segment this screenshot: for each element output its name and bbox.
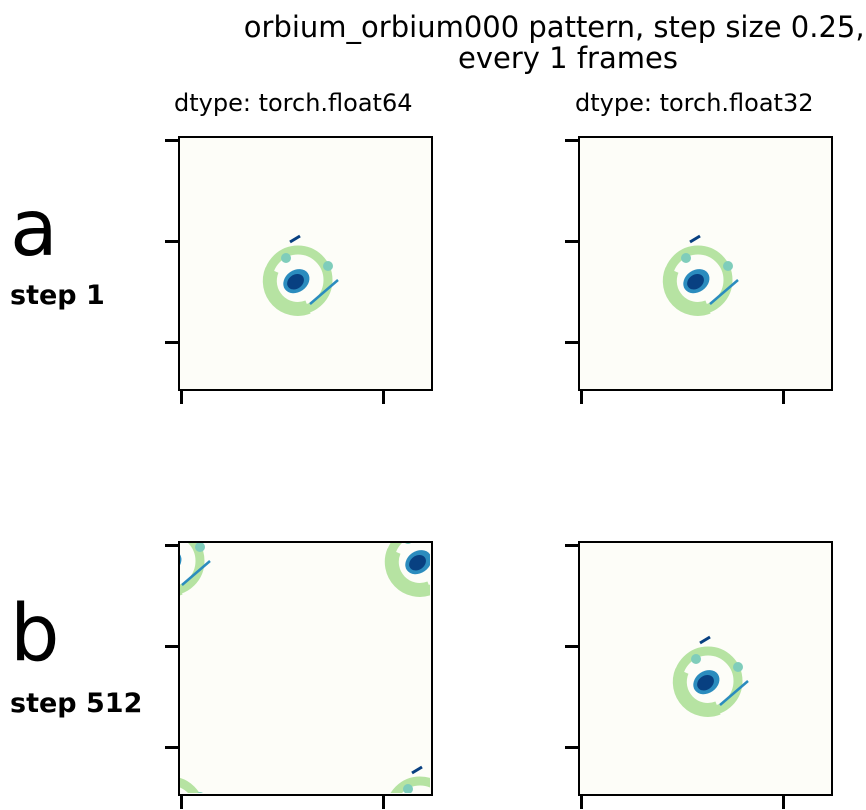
orbium-cell (681, 253, 691, 263)
y-tick (565, 341, 578, 344)
title-line-2: every 1 frames (458, 41, 678, 75)
x-tick (382, 796, 385, 809)
orbium-streak (309, 279, 339, 305)
orbium-cell (723, 261, 733, 271)
y-tick (165, 240, 178, 243)
orbium-blob (390, 765, 430, 793)
orbium-cell (733, 662, 743, 672)
orbium-blob (384, 543, 430, 597)
orbium-cell (405, 543, 411, 544)
row-letter-a: a (10, 184, 58, 274)
orbium-streak (709, 279, 739, 305)
orbium-crescent (672, 668, 721, 717)
y-tick (565, 544, 578, 547)
heatmap-canvas (672, 635, 749, 717)
orbium-blob (180, 543, 211, 596)
x-tick (580, 391, 583, 404)
orbium-core (687, 274, 704, 290)
orbium-streak (699, 635, 711, 645)
heatmap-panel-b-float32 (578, 541, 833, 796)
orbium-cell (281, 253, 291, 263)
orbium-blob (672, 635, 749, 717)
row-letter-b: b (10, 589, 60, 679)
y-tick (165, 341, 178, 344)
orbium-crescent (662, 267, 711, 316)
orbium-crescent (384, 548, 430, 597)
orbium-streak (411, 765, 423, 775)
x-tick (382, 391, 385, 404)
orbium-streak (289, 234, 301, 244)
heatmap-panel-a-float64 (178, 136, 433, 391)
x-tick (782, 796, 785, 809)
orbium-blob (262, 234, 339, 316)
y-tick (165, 139, 178, 142)
y-tick (565, 240, 578, 243)
orbium-cell (323, 261, 333, 271)
orbium-core-outer (180, 550, 182, 575)
orbium-cell (691, 654, 701, 664)
x-tick (180, 391, 183, 404)
orbium-cell (195, 543, 205, 552)
x-tick (782, 391, 785, 404)
figure-title: orbium_orbium000 pattern, step size 0.25… (188, 12, 866, 74)
orbium-streak (181, 560, 211, 586)
orbium-ring (180, 543, 205, 595)
y-tick (565, 645, 578, 648)
y-tick (565, 139, 578, 142)
orbium-blob (180, 777, 203, 793)
orbium-blob (662, 234, 739, 316)
orbium-core (287, 274, 304, 290)
orbium-core (409, 555, 426, 571)
row-label-step-1: step 1 (10, 280, 105, 311)
orbium-streak (719, 680, 749, 706)
heatmap-canvas (262, 234, 339, 316)
heatmap-panel-a-float32 (578, 136, 833, 391)
orbium-streak (689, 234, 701, 244)
orbium-ring (390, 776, 430, 793)
x-tick (180, 796, 183, 809)
orbium-crescent (262, 267, 311, 316)
heatmap-canvas (662, 234, 739, 316)
orbium-cell (403, 784, 413, 793)
x-tick (580, 796, 583, 809)
y-tick (165, 645, 178, 648)
orbium-cell (197, 792, 203, 793)
heatmap-panel-b-float64 (178, 541, 433, 796)
y-tick (165, 746, 178, 749)
column-title-float64: dtype: torch.float64 (174, 89, 413, 117)
orbium-core (697, 675, 714, 691)
y-tick (165, 544, 178, 547)
orbium-ring (180, 777, 200, 793)
heatmap-canvas (180, 543, 430, 793)
column-title-float32: dtype: torch.float32 (575, 89, 814, 117)
row-label-step-512: step 512 (10, 688, 143, 719)
title-line-1: orbium_orbium000 pattern, step size 0.25… (243, 10, 866, 44)
y-tick (565, 746, 578, 749)
